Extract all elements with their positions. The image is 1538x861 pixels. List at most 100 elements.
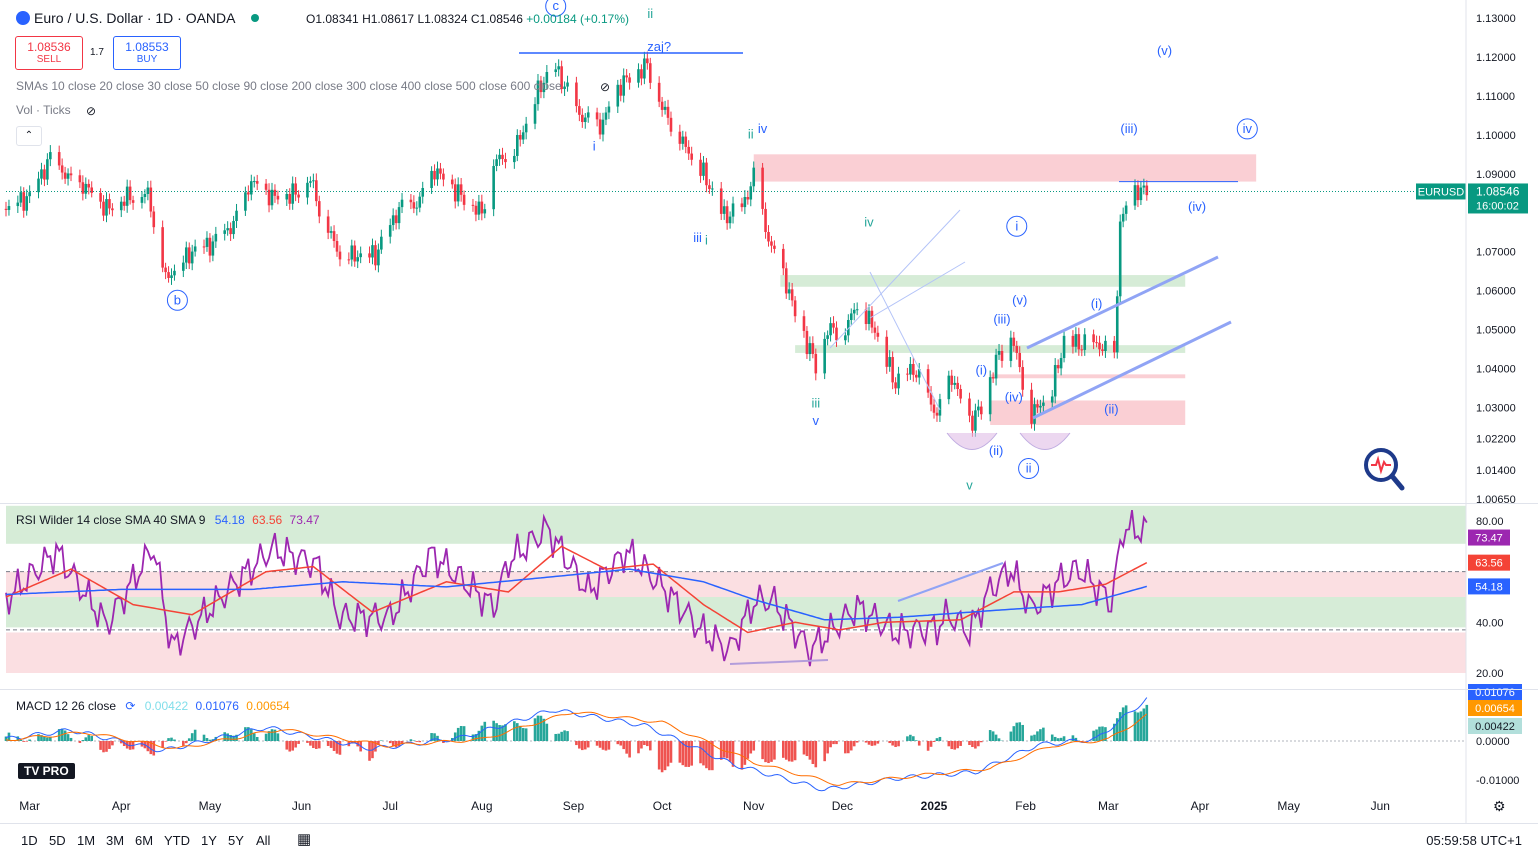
symbol-header[interactable]: Euro / U.S. Dollar · 1D · OANDA	[16, 10, 259, 26]
candle	[247, 185, 250, 202]
macd-hist-bar	[947, 741, 951, 747]
macd-hist-bar	[459, 726, 463, 741]
range-6m[interactable]: 6M	[135, 833, 154, 848]
macd-hist-bar	[492, 720, 495, 741]
rsi-legend[interactable]: RSI Wilder 14 close SMA 40 SMA 9 54.18 6…	[16, 513, 320, 527]
macd-hist-bar	[595, 741, 599, 746]
hide-eye-icon[interactable]: ⊘	[600, 80, 611, 94]
clock-readout[interactable]: 05:59:58 UTC+1	[1426, 833, 1522, 848]
candle	[394, 209, 398, 230]
buy-button[interactable]: 1.08553 BUY	[113, 36, 181, 70]
macd-hist-bar	[784, 741, 788, 760]
candle	[125, 179, 129, 213]
hide-eye-icon[interactable]: ⊘	[86, 104, 97, 118]
supply-zone	[990, 374, 1186, 379]
macd-hist-bar	[643, 741, 646, 745]
candle	[929, 386, 933, 412]
candle	[849, 308, 853, 325]
pane-divider[interactable]	[0, 503, 1538, 504]
macd-hist-bar	[229, 734, 232, 741]
range-1y[interactable]: 1Y	[201, 833, 217, 848]
pane-divider[interactable]	[0, 689, 1538, 690]
candle	[1112, 335, 1116, 359]
candle	[108, 193, 111, 215]
magnifier-icon[interactable]	[1362, 446, 1406, 492]
macd-hist-bar	[4, 736, 8, 741]
macd-hist-bar	[746, 741, 750, 759]
macd-legend[interactable]: MACD 12 26 close ⟳ 0.00422 0.01076 0.006…	[16, 699, 290, 713]
market-status-icon[interactable]	[250, 14, 259, 22]
settings-gear-icon[interactable]: ⚙	[1493, 798, 1506, 814]
price-tick-label: 1.01400	[1476, 465, 1516, 477]
candle	[81, 175, 85, 201]
macd-hist-bar	[855, 741, 859, 743]
candle	[374, 240, 377, 271]
tradingview-logo[interactable]: TV PRO	[18, 763, 75, 779]
range-1d[interactable]: 1D	[21, 833, 38, 848]
range-5y[interactable]: 5Y	[228, 833, 244, 848]
countdown-label: 16:00:02	[1476, 200, 1519, 212]
candle	[43, 164, 46, 187]
candle	[415, 201, 419, 216]
macd-hist-bar	[1139, 711, 1143, 741]
symbol-label: EURUSD	[1418, 186, 1465, 198]
rsi-value-tag	[1468, 578, 1510, 595]
macd-hist-bar	[575, 741, 578, 746]
macd-hist-bar	[46, 737, 49, 741]
macd-hist-bar	[711, 741, 714, 771]
macd-hist-bar	[453, 732, 457, 741]
macd-hist-bar	[684, 741, 688, 767]
collapse-legend-button[interactable]: ⌃	[16, 126, 42, 146]
macd-hist-bar	[876, 741, 880, 744]
wave-label: i	[1015, 218, 1018, 233]
range-5d[interactable]: 5D	[49, 833, 66, 848]
candle	[826, 330, 829, 346]
sell-label: SELL	[36, 54, 62, 65]
macd-hist-bar	[731, 741, 735, 767]
candle	[811, 336, 815, 359]
macd-hist-bar	[28, 739, 31, 741]
candle	[681, 130, 685, 150]
candle	[607, 101, 611, 120]
candle	[359, 246, 362, 264]
candle	[78, 169, 82, 189]
macd-hist-bar	[699, 741, 702, 764]
candle	[412, 195, 416, 214]
refresh-icon[interactable]: ⟳	[125, 699, 136, 713]
macd-hist-bar	[811, 741, 815, 765]
macd-hist-bar	[415, 741, 419, 742]
macd-hist-bar	[247, 727, 250, 741]
candle	[554, 62, 558, 77]
range-3m[interactable]: 3M	[106, 833, 125, 848]
sma-legend[interactable]: SMAs 10 close 20 close 30 close 50 close…	[16, 79, 562, 93]
candle	[1136, 180, 1140, 208]
candle	[725, 200, 729, 230]
calendar-icon[interactable]: ▦	[297, 831, 312, 848]
time-tick-label: Aug	[471, 799, 492, 813]
sell-button[interactable]: 1.08536 SELL	[15, 36, 83, 70]
candle	[909, 357, 912, 380]
macd-hist-bar	[974, 741, 977, 749]
candle	[749, 181, 753, 207]
candle	[377, 243, 380, 273]
range-ytd[interactable]: YTD	[164, 833, 190, 848]
macd-hist-bar	[208, 739, 212, 741]
candle	[250, 174, 253, 201]
candle	[462, 190, 466, 211]
macd-hist-bar	[705, 741, 708, 769]
candle	[743, 190, 747, 215]
macd-hist-bar	[988, 730, 992, 741]
range-all[interactable]: All	[256, 833, 271, 848]
candle	[1101, 343, 1104, 356]
vol-legend[interactable]: Vol · Ticks	[16, 103, 71, 117]
candle	[832, 316, 835, 334]
range-1m[interactable]: 1M	[77, 833, 96, 848]
candle	[873, 321, 877, 340]
macd-hist-bar	[888, 741, 891, 744]
wave-label: ii	[1026, 461, 1032, 476]
channel-line	[829, 209, 961, 349]
macd-hist-bar	[388, 741, 392, 744]
time-tick-label: Feb	[1015, 799, 1036, 813]
macd-hist-bar	[294, 741, 297, 748]
